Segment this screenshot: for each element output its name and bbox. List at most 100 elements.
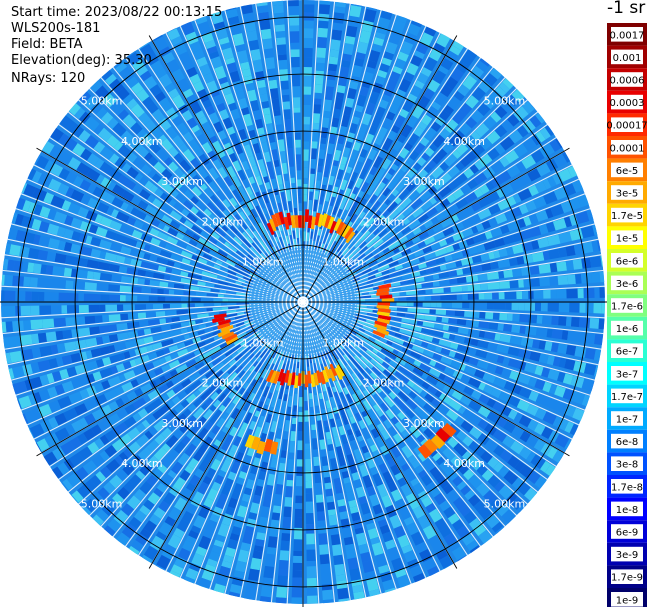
range-gate-cell xyxy=(351,422,360,432)
range-gate-cell xyxy=(115,397,125,408)
range-gate-cell xyxy=(558,231,572,244)
range-gate-cell xyxy=(361,267,372,275)
range-gate-cell xyxy=(417,72,429,85)
range-gate-cell xyxy=(255,388,264,400)
range-gate-cell xyxy=(136,374,149,385)
range-gate-cell xyxy=(118,373,127,383)
range-gate-cell xyxy=(223,385,234,396)
range-gate-cell xyxy=(286,479,294,487)
range-gate-cell xyxy=(169,329,182,337)
range-gate-cell xyxy=(383,419,393,430)
range-gate-cell xyxy=(70,352,82,363)
range-gate-cell xyxy=(292,555,303,564)
range-gate-cell xyxy=(416,320,424,326)
range-gate-cell xyxy=(499,281,511,289)
range-gate-cell xyxy=(384,452,393,462)
range-gate-cell xyxy=(181,303,188,308)
ring-label: 3.00km xyxy=(161,175,203,188)
range-gate-cell xyxy=(448,350,457,358)
range-gate-cell xyxy=(342,386,350,395)
range-gate-cell xyxy=(317,520,326,528)
range-gate-cell xyxy=(333,149,342,162)
range-gate-cell xyxy=(385,41,398,55)
range-gate-cell xyxy=(406,522,419,536)
range-gate-cell xyxy=(475,349,488,359)
range-gate-cell xyxy=(415,183,427,194)
range-gate-cell xyxy=(348,258,359,268)
range-gate-cell xyxy=(503,323,513,333)
range-gate-cell xyxy=(311,429,317,439)
range-gate-cell xyxy=(410,55,423,67)
range-gate-cell xyxy=(394,332,402,338)
range-gate-cell xyxy=(243,454,253,467)
range-gate-cell xyxy=(432,352,443,361)
range-gate-cell xyxy=(547,234,561,247)
range-gate-cell xyxy=(15,290,26,302)
range-gate-cell xyxy=(341,358,348,366)
range-gate-cell xyxy=(68,293,79,302)
range-gate-cell xyxy=(487,147,500,161)
range-gate-cell xyxy=(181,510,194,523)
range-gate-cell xyxy=(361,305,367,308)
colorbar-tick-label: 0.001 xyxy=(613,53,642,64)
range-gate-cell xyxy=(296,459,303,467)
range-gate-cell xyxy=(397,51,409,62)
range-gate-cell xyxy=(276,44,287,56)
range-gate-cell xyxy=(486,363,498,373)
range-gate-cell xyxy=(161,332,171,340)
range-gate-cell xyxy=(257,5,269,14)
range-gate-cell xyxy=(546,355,555,366)
range-gate-cell xyxy=(194,468,205,479)
range-gate-cell xyxy=(240,332,247,338)
range-gate-cell xyxy=(452,519,465,532)
range-gate-cell xyxy=(213,439,222,448)
range-gate-cell xyxy=(535,209,549,222)
range-gate-cell xyxy=(231,351,239,359)
range-gate-cell xyxy=(509,370,520,381)
range-gate-cell xyxy=(83,293,90,302)
range-gate-cell xyxy=(391,342,404,351)
range-gate-cell xyxy=(345,166,353,174)
range-gate-cell xyxy=(221,560,233,569)
range-gate-cell xyxy=(589,255,602,268)
range-gate-cell xyxy=(339,125,348,135)
range-gate-cell xyxy=(139,462,153,476)
range-gate-cell xyxy=(501,509,514,522)
range-gate-cell xyxy=(1,337,10,349)
range-gate-cell xyxy=(278,560,289,570)
range-gate-cell xyxy=(161,455,175,469)
range-gate-cell xyxy=(371,366,382,377)
range-gate-cell xyxy=(308,191,314,201)
range-gate-cell xyxy=(542,381,552,393)
range-gate-cell xyxy=(440,84,453,98)
range-gate-cell xyxy=(439,161,450,172)
range-gate-cell xyxy=(509,335,523,346)
range-gate-cell xyxy=(167,423,176,433)
range-gate-cell xyxy=(549,139,561,152)
range-gate-cell xyxy=(475,482,490,497)
range-gate-cell xyxy=(350,271,357,277)
range-gate-cell xyxy=(465,319,473,327)
range-gate-cell xyxy=(594,287,600,298)
range-gate-cell xyxy=(284,420,291,432)
range-gate-cell xyxy=(272,352,280,365)
range-gate-cell xyxy=(227,371,238,383)
range-gate-cell xyxy=(528,376,538,388)
range-gate-cell xyxy=(403,516,415,526)
range-gate-cell xyxy=(63,267,72,277)
range-gate-cell xyxy=(477,505,493,521)
range-gate-cell xyxy=(289,387,294,397)
range-gate-cell xyxy=(381,383,392,395)
range-gate-cell xyxy=(523,278,532,288)
range-gate-cell xyxy=(378,564,390,574)
range-gate-cell xyxy=(515,161,527,173)
range-gate-cell xyxy=(509,179,522,191)
range-gate-cell xyxy=(402,99,415,113)
range-gate-cell xyxy=(452,39,466,51)
range-gate-cell xyxy=(336,92,345,99)
range-gate-cell xyxy=(325,488,333,497)
range-gate-cell xyxy=(394,196,402,205)
range-gate-cell xyxy=(79,417,89,428)
range-gate-cell xyxy=(430,421,441,432)
range-gate-cell xyxy=(356,389,363,396)
